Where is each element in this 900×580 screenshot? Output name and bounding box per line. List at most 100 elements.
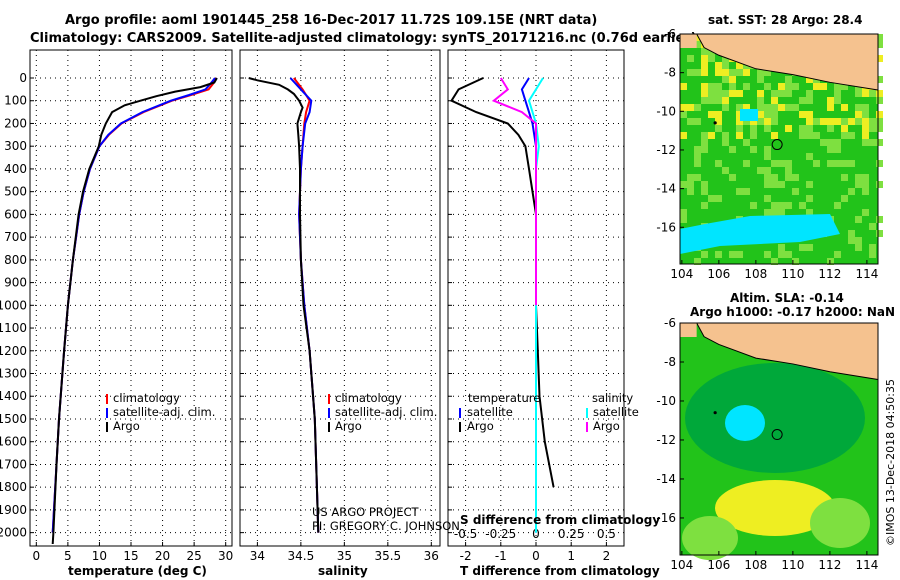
map-pixel: [771, 174, 778, 181]
map-pixel: [855, 237, 862, 244]
salinity-tick-label: 36: [424, 549, 439, 563]
map-land-sumatra: [680, 34, 697, 48]
map-pixel: [729, 69, 736, 76]
map-pixel: [694, 34, 701, 41]
salinity-panel: 34 34.5 35 35.5 36 climatologysatellite-adj. …: [239, 49, 441, 563]
map-pixel: [736, 111, 743, 118]
map-pixel: [806, 181, 813, 188]
map-pixel: [736, 125, 743, 132]
sst-map-title: sat. SST: 28 Argo: 28.4: [708, 13, 862, 27]
map-pixel: [694, 146, 701, 153]
map-pixel: [862, 174, 869, 181]
map-pixel: [687, 55, 694, 62]
map-pixel: [827, 118, 834, 125]
map-pixel: [827, 139, 834, 146]
depth-tick-label: 1800: [0, 480, 27, 494]
map-pixel: [876, 230, 883, 237]
map-pixel: [680, 83, 687, 90]
series-line-climatology: [51, 77, 218, 533]
map-pixel: [785, 104, 792, 111]
map-pixel: [687, 174, 694, 181]
panel-frame: [239, 49, 441, 547]
map-pixel: [764, 153, 771, 160]
map-lat-label: -16: [656, 220, 676, 234]
map-high-sla: [810, 498, 870, 548]
depth-tick-label: 500: [4, 185, 27, 199]
map-pixel: [841, 195, 848, 202]
map-pixel: [715, 90, 722, 97]
map-pixel: [729, 251, 736, 258]
map-pixel: [736, 188, 743, 195]
map-pixel: [708, 83, 715, 90]
map-pixel: [827, 104, 834, 111]
map-pixel: [708, 55, 715, 62]
map-lon-label: 108: [744, 558, 767, 572]
map-pixel: [799, 111, 806, 118]
map-pixel: [694, 41, 701, 48]
track-point: [713, 411, 717, 415]
depth-tick-label: 1200: [0, 344, 27, 358]
map-pixel: [834, 83, 841, 90]
map-pixel: [848, 188, 855, 195]
map-pixel: [722, 139, 729, 146]
map-high-sla: [682, 516, 738, 560]
map-pixel: [771, 258, 778, 265]
map-pixel: [680, 132, 687, 139]
map-pixel: [757, 111, 764, 118]
map-pixel: [827, 160, 834, 167]
legend-label: satellite: [467, 405, 513, 419]
map-pixel: [778, 90, 785, 97]
map-pixel: [736, 69, 743, 76]
map-pixel: [750, 118, 757, 125]
map-pixel: [708, 111, 715, 118]
map-pixel: [834, 251, 841, 258]
map-pixel: [876, 34, 883, 41]
map-pixel: [799, 97, 806, 104]
map-pixel: [764, 195, 771, 202]
map-pixel: [701, 55, 708, 62]
argo-float-marker: [771, 429, 783, 441]
map-lon-label: 112: [818, 267, 841, 281]
map-pixel: [771, 90, 778, 97]
map-pixel: [799, 132, 806, 139]
map-pixel: [841, 125, 848, 132]
map-pixel: [785, 76, 792, 83]
map-pixel: [771, 181, 778, 188]
map-pixel: [687, 69, 694, 76]
sla-map-title-line1: Altim. SLA: -0.14: [730, 291, 844, 305]
map-lat-label: -14: [656, 472, 676, 486]
legend-label: satellite: [593, 405, 639, 419]
map-pixel: [855, 244, 862, 251]
map-pixel: [778, 83, 785, 90]
map-pixel: [827, 146, 834, 153]
depth-tick-label: 0: [19, 71, 27, 85]
map-lat-label: -8: [664, 66, 676, 80]
map-pixel: [862, 188, 869, 195]
legend-label: climatology: [113, 391, 180, 405]
map-pixel: [736, 251, 743, 258]
map-pixel: [743, 118, 750, 125]
map-lon-label: 110: [781, 558, 804, 572]
map-pixel: [694, 104, 701, 111]
map-lon-label: 108: [744, 267, 767, 281]
s-difference-axis-label: S difference from climatology: [460, 513, 660, 527]
legend-label: Argo: [113, 419, 140, 433]
map-cool-patch: [740, 109, 758, 121]
depth-tick-label: 600: [4, 207, 27, 221]
map-pixel: [701, 62, 708, 69]
map-pixel: [694, 160, 701, 167]
map-pixel: [736, 118, 743, 125]
map-pixel: [701, 181, 708, 188]
map-pixel: [876, 41, 883, 48]
map-pixel: [701, 132, 708, 139]
map-pixel: [813, 83, 820, 90]
map-pixel: [680, 104, 687, 111]
t-diff-tick-label: -1: [495, 549, 507, 563]
map-pixel: [855, 181, 862, 188]
map-pixel: [799, 125, 806, 132]
map-pixel: [876, 76, 883, 83]
map-pixel: [806, 118, 813, 125]
map-lon-label: 110: [781, 267, 804, 281]
map-low-sla: [685, 363, 865, 473]
